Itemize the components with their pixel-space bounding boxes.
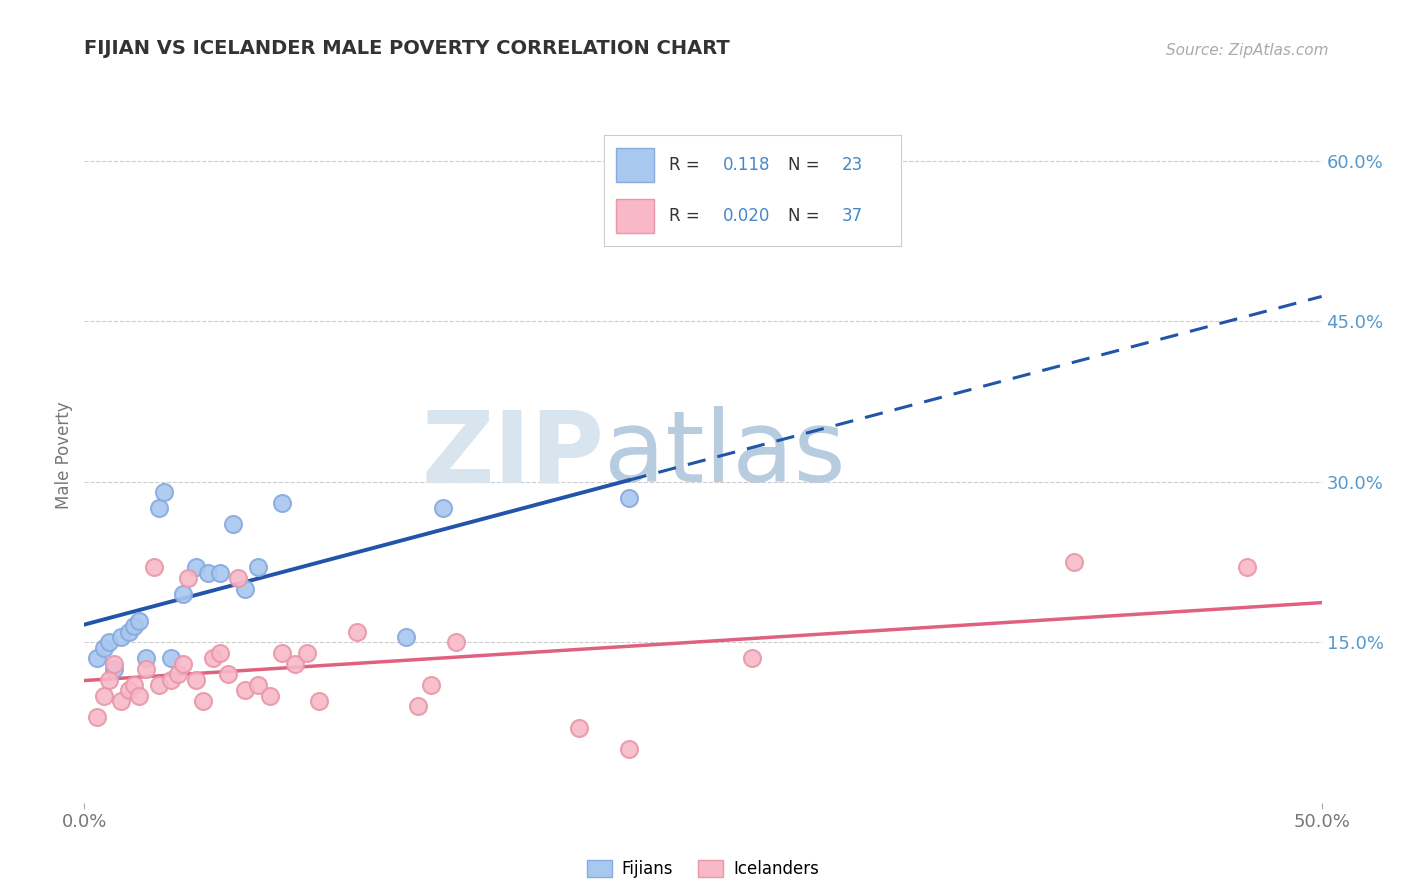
- Point: [419, 678, 441, 692]
- Point: [295, 646, 318, 660]
- Y-axis label: Male Poverty: Male Poverty: [55, 401, 73, 508]
- Point: [346, 624, 368, 639]
- Text: 0.118: 0.118: [723, 156, 770, 174]
- Point: [110, 694, 132, 708]
- Point: [98, 635, 121, 649]
- Point: [217, 667, 239, 681]
- Point: [103, 657, 125, 671]
- Point: [152, 485, 174, 500]
- Text: Source: ZipAtlas.com: Source: ZipAtlas.com: [1166, 43, 1329, 58]
- Text: N =: N =: [789, 207, 825, 225]
- Point: [308, 694, 330, 708]
- Point: [118, 624, 141, 639]
- Point: [172, 587, 194, 601]
- Point: [617, 742, 640, 756]
- Point: [1236, 560, 1258, 574]
- Text: R =: R =: [669, 156, 706, 174]
- Point: [160, 651, 183, 665]
- Point: [184, 560, 207, 574]
- FancyBboxPatch shape: [616, 148, 655, 182]
- Text: 23: 23: [842, 156, 863, 174]
- Point: [86, 710, 108, 724]
- Point: [122, 619, 145, 633]
- Point: [191, 694, 214, 708]
- Point: [103, 662, 125, 676]
- Point: [160, 673, 183, 687]
- Point: [184, 673, 207, 687]
- Text: ZIP: ZIP: [422, 407, 605, 503]
- Point: [98, 673, 121, 687]
- Text: 0.020: 0.020: [723, 207, 770, 225]
- Point: [246, 560, 269, 574]
- Point: [122, 678, 145, 692]
- Point: [444, 635, 467, 649]
- Point: [93, 689, 115, 703]
- Point: [177, 571, 200, 585]
- Point: [172, 657, 194, 671]
- Point: [284, 657, 307, 671]
- Point: [135, 662, 157, 676]
- Point: [110, 630, 132, 644]
- Point: [135, 651, 157, 665]
- Point: [197, 566, 219, 580]
- Point: [395, 630, 418, 644]
- Text: FIJIAN VS ICELANDER MALE POVERTY CORRELATION CHART: FIJIAN VS ICELANDER MALE POVERTY CORRELA…: [84, 39, 730, 58]
- Point: [741, 651, 763, 665]
- Text: N =: N =: [789, 156, 825, 174]
- Point: [148, 678, 170, 692]
- Point: [209, 646, 232, 660]
- Point: [93, 640, 115, 655]
- Point: [128, 689, 150, 703]
- Text: 37: 37: [842, 207, 863, 225]
- Point: [617, 491, 640, 505]
- Point: [233, 683, 256, 698]
- FancyBboxPatch shape: [616, 200, 655, 233]
- Text: R =: R =: [669, 207, 706, 225]
- Point: [202, 651, 225, 665]
- Point: [118, 683, 141, 698]
- Point: [408, 699, 430, 714]
- Point: [271, 496, 294, 510]
- Text: atlas: atlas: [605, 407, 845, 503]
- Point: [167, 667, 190, 681]
- Point: [1063, 555, 1085, 569]
- Point: [568, 721, 591, 735]
- Point: [142, 560, 165, 574]
- Legend: Fijians, Icelanders: Fijians, Icelanders: [581, 854, 825, 885]
- Point: [432, 501, 454, 516]
- Point: [259, 689, 281, 703]
- Point: [226, 571, 249, 585]
- Point: [233, 582, 256, 596]
- Point: [128, 614, 150, 628]
- Point: [209, 566, 232, 580]
- Point: [86, 651, 108, 665]
- Point: [148, 501, 170, 516]
- Point: [222, 517, 245, 532]
- Point: [271, 646, 294, 660]
- Point: [246, 678, 269, 692]
